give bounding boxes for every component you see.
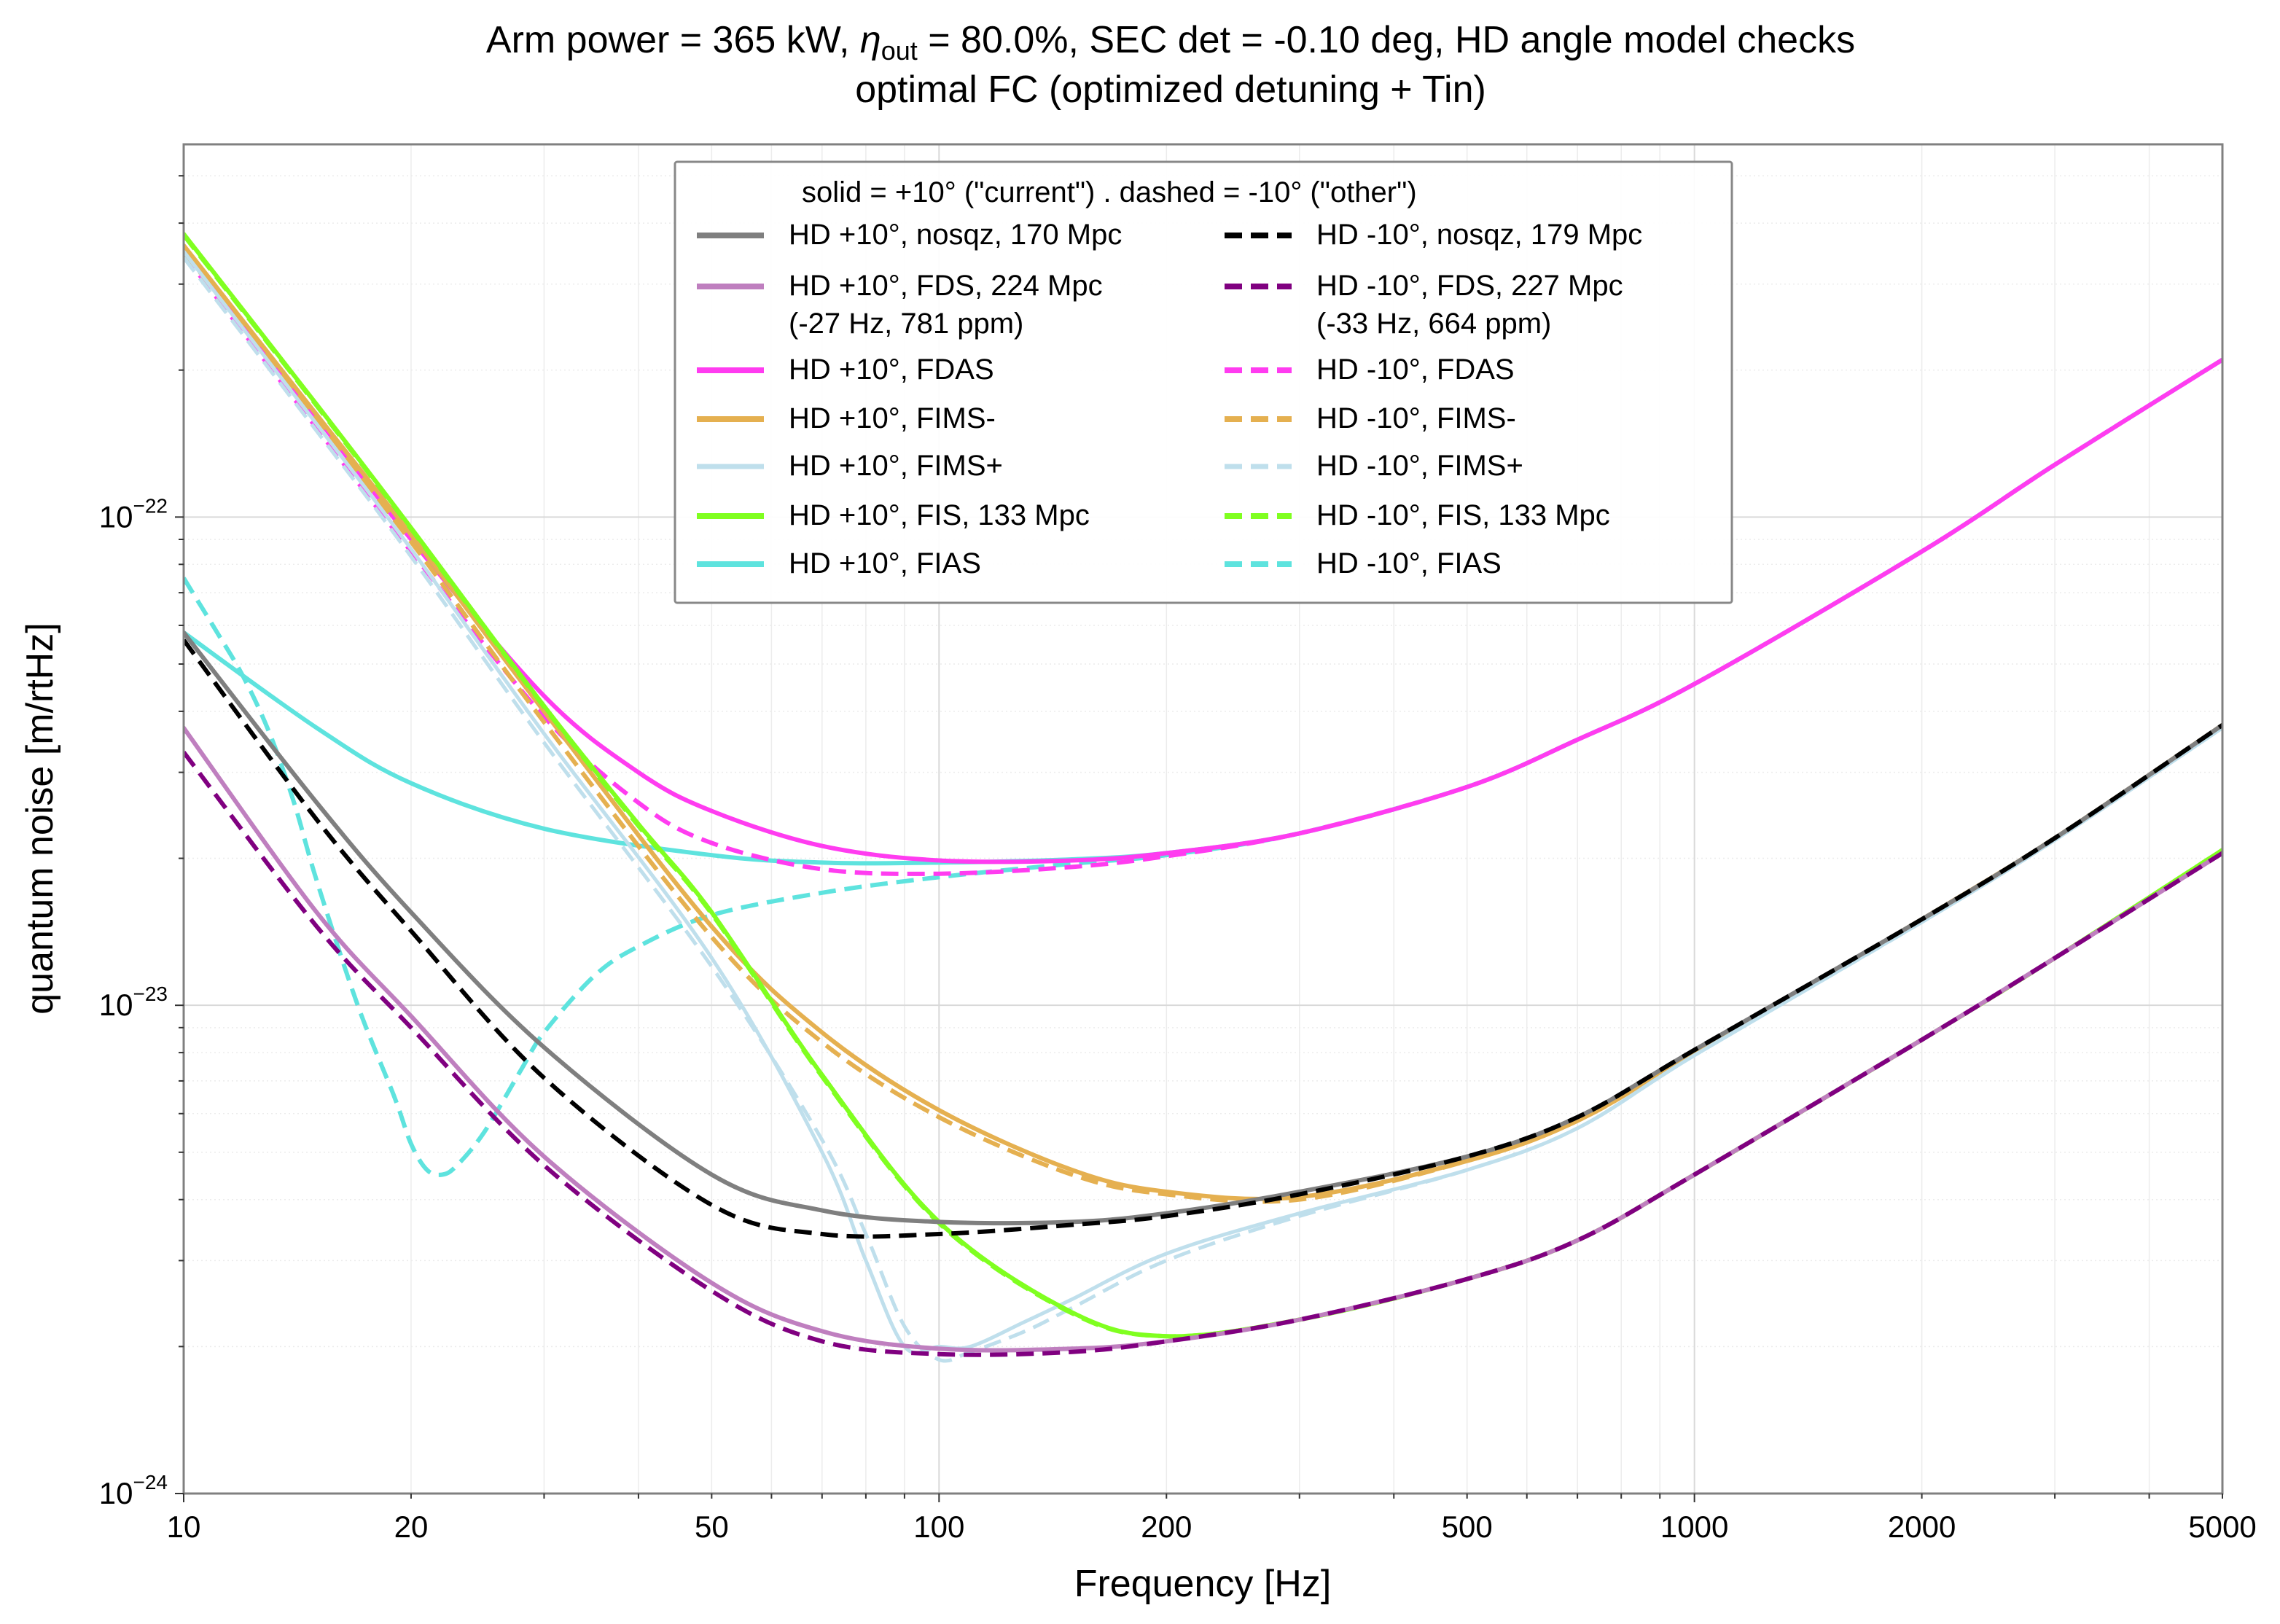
legend-label: HD +10°, FIMS+ xyxy=(789,450,1003,482)
x-tick-label: 2000 xyxy=(1888,1510,1956,1544)
legend-label: HD +10°, FIAS xyxy=(789,547,981,579)
legend-label-detail: (-33 Hz, 664 ppm) xyxy=(1316,308,1551,340)
x-tick-label: 5000 xyxy=(2188,1510,2256,1544)
x-tick-label: 1000 xyxy=(1660,1510,1728,1544)
legend-label: HD +10°, FIS, 133 Mpc xyxy=(789,499,1090,531)
x-tick-label: 20 xyxy=(394,1510,429,1544)
x-tick-label: 200 xyxy=(1141,1510,1192,1544)
legend-frame xyxy=(674,160,1733,604)
series-line xyxy=(184,725,2222,1353)
legend-items: HD +10°, nosqz, 170 Mpc HD +10°, FDS, 224… xyxy=(697,219,1642,579)
chart-title: Arm power = 365 kW, ηout = 80.0%, SEC de… xyxy=(486,19,1855,66)
y-tick-label: 10−24 xyxy=(99,1471,168,1510)
legend-header: solid = +10° ("current") . dashed = -10°… xyxy=(802,176,1417,208)
plot-frame xyxy=(182,143,2224,1495)
legend: solid = +10° ("current") . dashed = -10°… xyxy=(674,160,1733,604)
legend-label-detail: (-27 Hz, 781 ppm) xyxy=(789,308,1023,340)
legend-label: HD -10°, FIMS+ xyxy=(1316,450,1523,482)
legend-label: HD +10°, FDS, 224 Mpc xyxy=(789,270,1103,302)
x-tick-label: 10 xyxy=(167,1510,201,1544)
x-tick-label: 50 xyxy=(695,1510,729,1544)
series-line xyxy=(184,630,2222,1226)
axis-ticks: 10 20 50 100 200 500 1000 2000 5000 10−22 10−23 10−… xyxy=(99,175,2257,1544)
x-tick-label: 500 xyxy=(1442,1510,1493,1544)
legend-label: HD +10°, FDAS xyxy=(789,354,994,386)
series-line xyxy=(184,256,2222,1363)
series-line xyxy=(184,639,2222,1239)
legend-label: HD -10°, FIS, 133 Mpc xyxy=(1316,499,1610,531)
x-axis-label: Frequency [Hz] xyxy=(1074,1563,1332,1605)
legend-label: HD -10°, FIMS- xyxy=(1316,402,1516,434)
series-group xyxy=(184,232,2222,1363)
legend-label: HD -10°, FDAS xyxy=(1316,354,1515,386)
series-line xyxy=(184,249,2222,1355)
legend-label: HD -10°, nosqz, 179 Mpc xyxy=(1316,219,1642,251)
y-axis-label: quantum noise [m/rtHz] xyxy=(19,622,61,1015)
x-tick-label: 100 xyxy=(913,1510,964,1544)
series-line xyxy=(184,751,2222,1357)
y-tick-label: 10−22 xyxy=(99,494,168,534)
y-tick-label: 10−23 xyxy=(99,983,168,1022)
legend-label: HD -10°, FIAS xyxy=(1316,547,1502,579)
legend-label: HD +10°, nosqz, 170 Mpc xyxy=(789,219,1122,251)
chart-subtitle: optimal FC (optimized detuning + Tin) xyxy=(855,69,1486,111)
legend-label: HD -10°, FDS, 227 Mpc xyxy=(1316,270,1623,302)
legend-label: HD +10°, FIMS- xyxy=(789,402,996,434)
